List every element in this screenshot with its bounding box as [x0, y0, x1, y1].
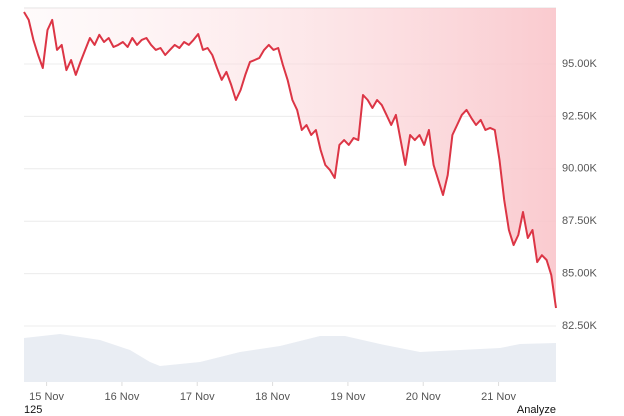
x-tick-label: 15 Nov	[29, 391, 64, 403]
footer-right: Analyze	[517, 404, 556, 416]
x-tick-label: 20 Nov	[406, 391, 441, 403]
x-tick-label: 17 Nov	[180, 391, 215, 403]
x-tick-label: 19 Nov	[330, 391, 365, 403]
x-tick-label: 16 Nov	[104, 391, 139, 403]
volume-area	[24, 334, 556, 382]
y-tick-label: 90.00K	[562, 163, 598, 175]
y-tick-label: 95.00K	[562, 58, 598, 70]
y-tick-label: 92.50K	[562, 110, 598, 122]
y-tick-label: 87.50K	[562, 215, 598, 227]
x-tick-label: 18 Nov	[255, 391, 290, 403]
area-fill	[24, 8, 556, 308]
y-tick-label: 85.00K	[562, 268, 598, 280]
footer-left: 125	[24, 404, 42, 416]
y-tick-label: 82.50K	[562, 320, 598, 332]
price-line	[23, 11, 557, 309]
x-tick-label: 21 Nov	[481, 391, 516, 403]
